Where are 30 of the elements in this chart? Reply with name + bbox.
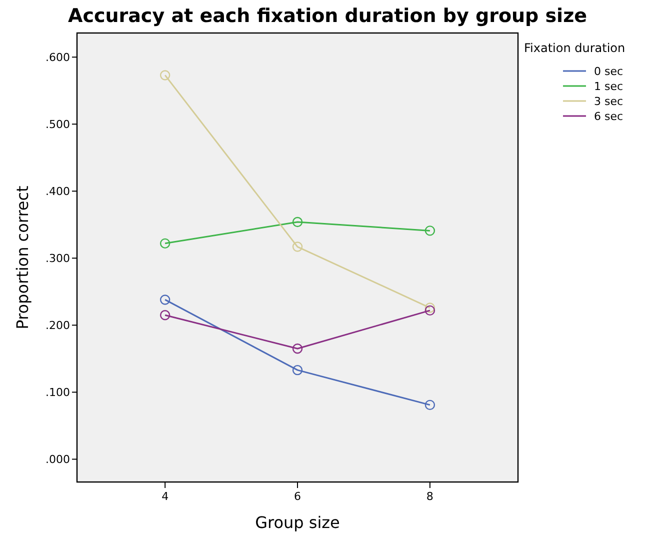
point [292,364,303,376]
x-tick-label: 4 [162,490,169,503]
point [160,70,170,80]
point [424,226,436,236]
x-axis-title: Group size [255,513,340,532]
point [292,216,303,228]
legend-label: 6 sec [594,110,624,123]
point [160,294,170,305]
y-tick-label: .500 [46,118,70,131]
y-tick-label: .400 [46,185,70,198]
y-tick-label: .000 [46,453,70,466]
point [160,310,170,320]
y-tick-label: .200 [46,319,70,332]
point [292,344,303,354]
legend-label: 3 sec [594,94,624,108]
x-tick-label: 8 [426,490,434,503]
legend-label: 0 sec [594,64,624,78]
chart-title: Accuracy at each fixation duration by group size [68,5,588,27]
point [424,302,436,313]
legend-title: Fixation duration [524,41,626,55]
y-tick-label: .100 [46,386,70,400]
point [424,305,436,316]
point [160,238,170,249]
y-tick-label: .600 [46,50,70,64]
x-tick-label: 6 [294,490,301,503]
y-axis-title: Proportion correct [13,186,32,330]
y-tick-label: .300 [46,252,70,266]
point [424,400,436,410]
legend-label: 1 sec [594,80,624,93]
point [292,242,303,252]
